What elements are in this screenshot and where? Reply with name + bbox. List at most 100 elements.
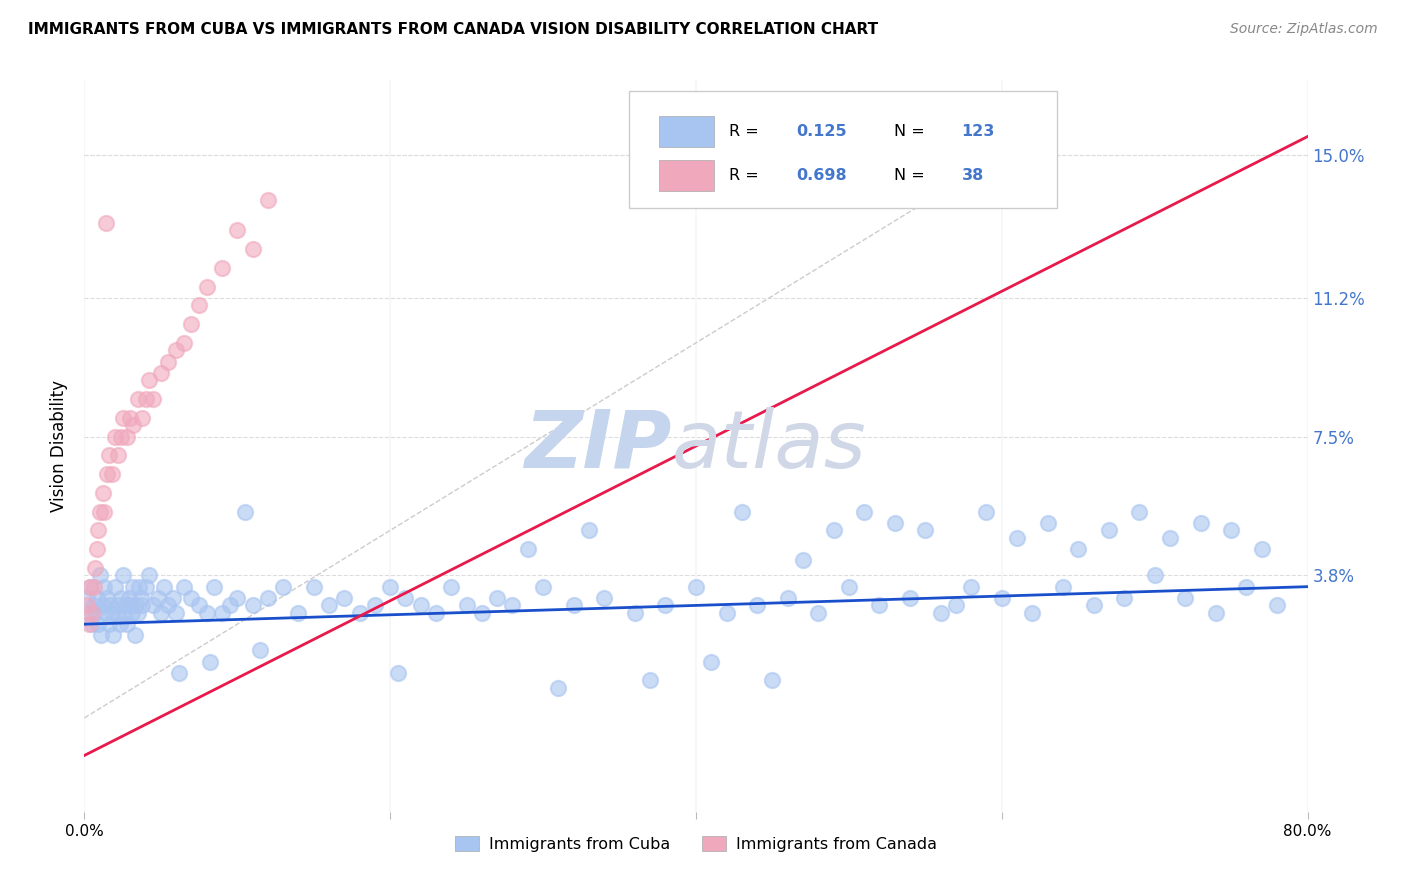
Point xyxy=(838,580,860,594)
Point xyxy=(80,606,103,620)
Point xyxy=(1083,599,1105,613)
Point xyxy=(1036,516,1059,530)
Text: 38: 38 xyxy=(962,168,984,183)
Point xyxy=(135,580,157,594)
Point xyxy=(101,606,124,620)
Point xyxy=(883,516,905,530)
Text: N =: N = xyxy=(894,168,929,183)
Point xyxy=(146,591,169,605)
Point xyxy=(110,591,132,605)
Point xyxy=(173,580,195,594)
Point xyxy=(125,599,148,613)
Point xyxy=(257,194,280,208)
Point xyxy=(195,606,218,620)
Point xyxy=(1236,580,1258,594)
Text: ZIP: ZIP xyxy=(524,407,672,485)
Point xyxy=(387,665,409,680)
Point xyxy=(180,317,202,331)
Point xyxy=(80,617,103,632)
Point xyxy=(76,591,98,605)
Point xyxy=(202,580,225,594)
Point xyxy=(547,681,569,695)
Point xyxy=(87,524,110,538)
Point xyxy=(898,591,921,605)
Point xyxy=(120,599,142,613)
FancyBboxPatch shape xyxy=(659,160,714,191)
Point xyxy=(1021,606,1043,620)
Point xyxy=(914,524,936,538)
Point xyxy=(333,591,356,605)
Point xyxy=(84,606,107,620)
Point xyxy=(731,505,754,519)
Point xyxy=(578,524,600,538)
Point xyxy=(226,591,249,605)
Point xyxy=(138,568,160,582)
Point xyxy=(409,599,432,613)
Point xyxy=(531,580,554,594)
Point xyxy=(131,599,153,613)
Point xyxy=(138,373,160,387)
Point xyxy=(128,580,150,594)
Point xyxy=(127,606,149,620)
Point xyxy=(716,606,738,620)
Legend: Immigrants from Cuba, Immigrants from Canada: Immigrants from Cuba, Immigrants from Ca… xyxy=(449,830,943,859)
Point xyxy=(271,580,294,594)
Point xyxy=(86,542,108,557)
Point xyxy=(165,343,187,358)
Point xyxy=(747,599,769,613)
Point xyxy=(249,643,271,657)
Point xyxy=(79,580,101,594)
Point xyxy=(1174,591,1197,605)
Point xyxy=(111,568,134,582)
Point xyxy=(1114,591,1136,605)
Point xyxy=(1143,568,1166,582)
Point xyxy=(1250,542,1272,557)
Text: R =: R = xyxy=(728,124,763,139)
Point xyxy=(157,354,180,368)
Point xyxy=(142,392,165,406)
Point xyxy=(1128,505,1150,519)
Point xyxy=(776,591,799,605)
Point xyxy=(104,580,127,594)
Point xyxy=(440,580,463,594)
Point xyxy=(110,429,132,443)
Point xyxy=(380,580,402,594)
Point xyxy=(90,628,112,642)
Point xyxy=(121,606,143,620)
Point xyxy=(562,599,585,613)
Point xyxy=(124,628,146,642)
Text: IMMIGRANTS FROM CUBA VS IMMIGRANTS FROM CANADA VISION DISABILITY CORRELATION CHA: IMMIGRANTS FROM CUBA VS IMMIGRANTS FROM … xyxy=(28,22,879,37)
Point xyxy=(976,505,998,519)
Point xyxy=(188,599,211,613)
Point xyxy=(364,599,387,613)
Point xyxy=(1052,580,1074,594)
Text: 123: 123 xyxy=(962,124,995,139)
Point xyxy=(77,617,100,632)
Point xyxy=(211,606,233,620)
Point xyxy=(929,606,952,620)
Point xyxy=(107,449,129,463)
Point xyxy=(122,580,145,594)
Point xyxy=(93,505,115,519)
Point xyxy=(83,599,105,613)
Point xyxy=(188,298,211,312)
Point xyxy=(76,599,98,613)
Point xyxy=(115,429,138,443)
Point xyxy=(79,580,101,594)
Point xyxy=(96,591,118,605)
Point xyxy=(1220,524,1243,538)
Point xyxy=(93,580,115,594)
Point xyxy=(761,673,783,688)
Point xyxy=(180,591,202,605)
Point xyxy=(149,366,172,380)
Point xyxy=(287,606,309,620)
Point xyxy=(1265,599,1288,613)
Point xyxy=(853,505,876,519)
Point xyxy=(114,599,136,613)
Point xyxy=(84,561,107,575)
Point xyxy=(945,599,967,613)
Point xyxy=(349,606,371,620)
Point xyxy=(94,606,117,620)
Point xyxy=(1005,531,1028,545)
Point xyxy=(103,628,125,642)
